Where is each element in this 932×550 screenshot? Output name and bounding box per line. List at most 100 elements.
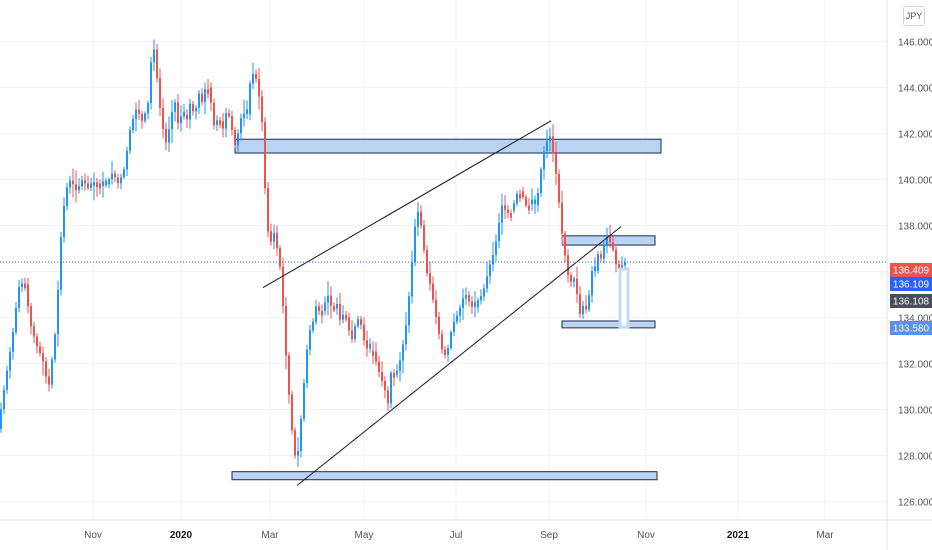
candle-down — [114, 170, 116, 183]
candle-up — [537, 187, 539, 212]
candle-down — [234, 126, 236, 148]
candle-body — [33, 326, 35, 337]
candle-up — [486, 261, 488, 293]
candle-body — [177, 102, 179, 124]
candle-up — [198, 90, 200, 114]
candle-body — [219, 120, 221, 125]
candle-body — [228, 113, 230, 117]
candle-down — [270, 223, 272, 246]
candle-up — [543, 146, 545, 180]
candle-body — [210, 87, 212, 103]
candle-up — [594, 257, 596, 278]
candle-up — [459, 304, 461, 323]
candle-up — [102, 171, 104, 198]
candle-up — [93, 172, 95, 201]
candle-up — [531, 188, 533, 211]
candle-body — [576, 278, 578, 295]
candle-up — [297, 437, 299, 468]
candle-body — [129, 130, 131, 151]
candle-body — [342, 314, 344, 320]
candle-body — [477, 300, 479, 308]
candle-up — [453, 313, 455, 337]
candle-body — [180, 116, 182, 124]
candle-up — [189, 98, 191, 129]
zones[interactable] — [231, 138, 662, 481]
candle-up — [516, 190, 518, 207]
candle-body — [363, 324, 365, 341]
resistance-zone-141[interactable] — [234, 138, 662, 154]
candle-body — [396, 370, 398, 375]
candle-body — [270, 231, 272, 242]
candle-down — [432, 276, 434, 304]
candle-down — [288, 352, 290, 404]
candle-body — [525, 197, 527, 206]
candle-up — [237, 129, 239, 153]
candle-body — [72, 180, 74, 185]
candle-down — [441, 329, 443, 354]
support-zone-127[interactable] — [231, 471, 658, 481]
candle-down — [420, 205, 422, 229]
upper-channel-line[interactable] — [262, 120, 552, 289]
candle-body — [552, 136, 554, 154]
candle-up — [81, 175, 83, 190]
candle-body — [174, 102, 176, 112]
candle-body — [99, 183, 101, 189]
candle-down — [615, 244, 617, 273]
candle-down — [363, 317, 365, 346]
candle-body — [282, 266, 284, 307]
candle-up — [126, 146, 128, 177]
candle-up — [69, 175, 71, 194]
candle-body — [159, 78, 161, 108]
candle-body — [435, 299, 437, 317]
candle-body — [36, 336, 38, 347]
candle-body — [102, 181, 104, 186]
trendlines[interactable] — [262, 120, 622, 486]
y-tick-label: 128.000 — [898, 452, 932, 463]
candle-down — [522, 186, 524, 200]
candle-body — [207, 89, 209, 94]
candle-down — [387, 385, 389, 412]
candle-down — [156, 43, 158, 83]
candle-up — [60, 231, 62, 296]
candle-body — [321, 310, 323, 316]
currency-badge[interactable]: JPY — [903, 6, 925, 26]
candle-up — [144, 111, 146, 124]
candle-body — [111, 173, 113, 180]
candle-body — [75, 184, 77, 191]
candle-body — [261, 96, 263, 123]
candle-down — [444, 345, 446, 359]
candle-body — [108, 179, 110, 185]
candle-down — [228, 108, 230, 119]
candle-up — [477, 297, 479, 313]
candle-up — [183, 103, 185, 120]
candle-body — [45, 361, 47, 377]
candle-up — [456, 310, 458, 325]
candle-up — [327, 281, 329, 316]
candle-body — [354, 326, 356, 340]
candle-down — [213, 98, 215, 130]
candle-body — [540, 169, 542, 193]
price-tag-bg — [890, 321, 932, 335]
candle-body — [138, 109, 140, 114]
zone-133[interactable] — [561, 320, 656, 329]
candle-body — [537, 192, 539, 206]
candle-up — [408, 291, 410, 333]
candle-up — [312, 318, 314, 334]
candle-body — [462, 298, 464, 308]
lower-channel-line[interactable] — [296, 226, 622, 486]
candle-up — [246, 100, 248, 120]
projection-box — [618, 267, 630, 329]
candle-body — [549, 136, 551, 142]
candle-up — [390, 370, 392, 409]
y-tick-label: 146.000 — [898, 37, 932, 48]
candle-body — [417, 211, 419, 227]
candle-body — [93, 182, 95, 186]
candle-body — [312, 321, 314, 331]
candle-body — [150, 62, 152, 103]
candle-body — [222, 121, 224, 129]
candle-up — [90, 177, 92, 192]
candle-body — [414, 226, 416, 263]
price-tag: 136.108 — [890, 294, 932, 308]
